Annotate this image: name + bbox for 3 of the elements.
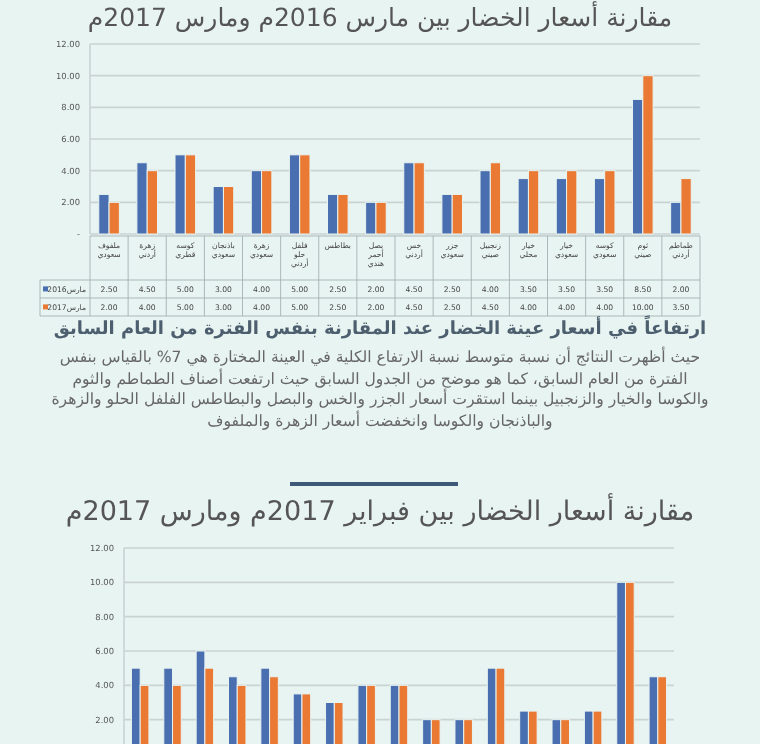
text: ارتفاعاً في أسعار عينة الخضار عند المقارنة بنفس الفترة من العام السابق: [51, 320, 709, 340]
chart-title: مقارنة أسعار الخضار بين مارس 2016م ومارس 2017م: [85, 2, 675, 32]
chart-title: مقارنة أسعار الخضار بين فبراير 2017م ومارس 2017م: [63, 496, 697, 528]
